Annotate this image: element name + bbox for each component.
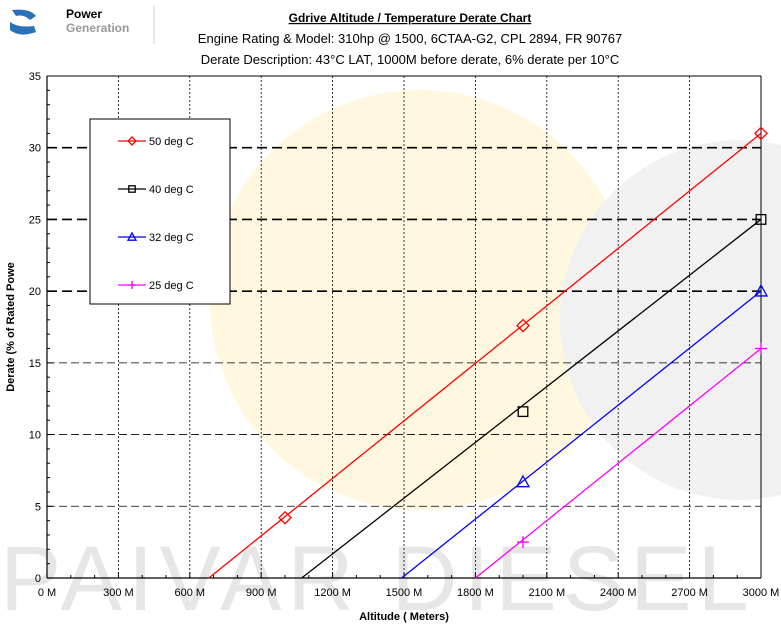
legend-label: 40 deg C	[149, 184, 194, 196]
x-tick-label: 600 M	[175, 587, 206, 599]
plus-marker	[517, 536, 529, 549]
diamond-marker	[516, 318, 530, 333]
y-tick-label: 15	[29, 358, 41, 370]
y-tick-label: 35	[29, 71, 41, 83]
legend-box	[89, 118, 231, 305]
x-tick-label: 3000 M	[743, 587, 780, 599]
triangle-marker	[753, 283, 769, 297]
legend: 50 deg C 40 deg C 32 deg C 25 deg C	[89, 118, 231, 305]
logo-brand-line1: Power	[66, 7, 102, 21]
triangle-marker	[126, 231, 138, 241]
plus-marker	[128, 281, 136, 289]
x-axis-title: Altitude ( Meters)	[359, 611, 449, 623]
x-tick-label: 1200 M	[314, 587, 351, 599]
x-tick-label: 0 M	[38, 587, 56, 599]
watermark-decoration: PAIVAR DIESEL	[0, 90, 781, 626]
y-tick-label: 10	[29, 430, 41, 442]
y-tick-label: 0	[35, 573, 41, 585]
y-tick-label: 30	[29, 143, 41, 155]
x-tick-label: 2700 M	[671, 587, 708, 599]
diamond-marker	[278, 510, 292, 525]
x-tick-label: 300 M	[103, 587, 134, 599]
square-marker	[517, 406, 529, 418]
y-axis-title: Derate (% of Rated Powe	[5, 262, 17, 392]
x-tick-label: 1800 M	[457, 587, 494, 599]
cummins-logo: Power Generation	[6, 6, 155, 44]
chart-title: Gdrive Altitude / Temperature Derate Cha…	[289, 11, 532, 25]
diamond-marker	[127, 136, 137, 146]
series-line-1	[301, 218, 762, 579]
x-tick-label: 1500 M	[386, 587, 423, 599]
plus-marker	[755, 342, 767, 355]
watermark-text: PAIVAR DIESEL	[0, 528, 755, 626]
legend-label: 32 deg C	[149, 232, 194, 244]
legend-label: 50 deg C	[149, 136, 194, 148]
chart-subtitle-1: Engine Rating & Model: 310hp @ 1500, 6CT…	[198, 31, 622, 46]
logo-brand-line2: Generation	[66, 21, 129, 35]
plot-area: 0 5 10 15 20 25 30 35 0 M 300 M 600 M 900 M 1200 M 15…	[29, 71, 780, 599]
x-tick-label: 2400 M	[600, 587, 637, 599]
y-tick-label: 5	[35, 501, 41, 513]
series-line-2	[401, 290, 762, 579]
y-tick-label: 20	[29, 286, 41, 298]
x-tick-label: 900 M	[246, 587, 277, 599]
square-marker	[128, 185, 136, 193]
legend-label: 25 deg C	[149, 280, 194, 292]
series-line-0	[208, 132, 762, 579]
square-marker	[755, 213, 767, 225]
x-tick-label: 2100 M	[528, 587, 565, 599]
y-tick-label: 25	[29, 214, 41, 226]
chart-subtitle-2: Derate Description: 43°C LAT, 1000M befo…	[201, 52, 619, 67]
diamond-marker	[754, 126, 768, 141]
triangle-marker	[515, 474, 531, 488]
